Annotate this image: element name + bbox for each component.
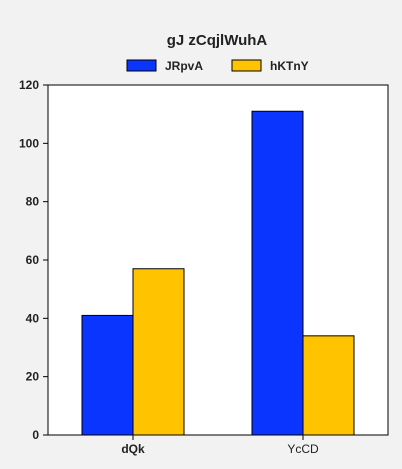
legend-swatch-1 [231,59,262,72]
legend-label-0: JRpvA [165,59,203,73]
y-tick-label-4: 80 [26,195,40,209]
x-tick-label-1: YcCD [287,442,319,456]
x-axis: dQk YcCD [121,435,319,456]
chart-legend: JRpvA hKTnY [126,59,309,73]
x-tick-label-0: dQk [121,442,145,456]
y-tick-label-1: 20 [26,370,40,384]
y-axis: 0 20 40 60 80 100 120 [19,78,48,442]
legend-label-1: hKTnY [270,59,309,73]
y-tick-label-3: 60 [26,253,40,267]
y-tick-label-5: 100 [19,136,39,150]
y-tick-label-2: 40 [26,311,40,325]
bar-hKTnY-dQk [132,268,185,436]
bar-JRpvA-dQk [81,314,134,436]
bar-hKTnY-YcCD [302,335,355,436]
bar-JRpvA-YcCD [251,110,304,436]
y-tick-label-0: 0 [32,428,39,442]
chart-title: gJ zCqjlWuhA [167,32,268,49]
bars-group [81,110,355,436]
y-tick-label-6: 120 [19,78,39,92]
legend-swatch-0 [126,59,157,72]
